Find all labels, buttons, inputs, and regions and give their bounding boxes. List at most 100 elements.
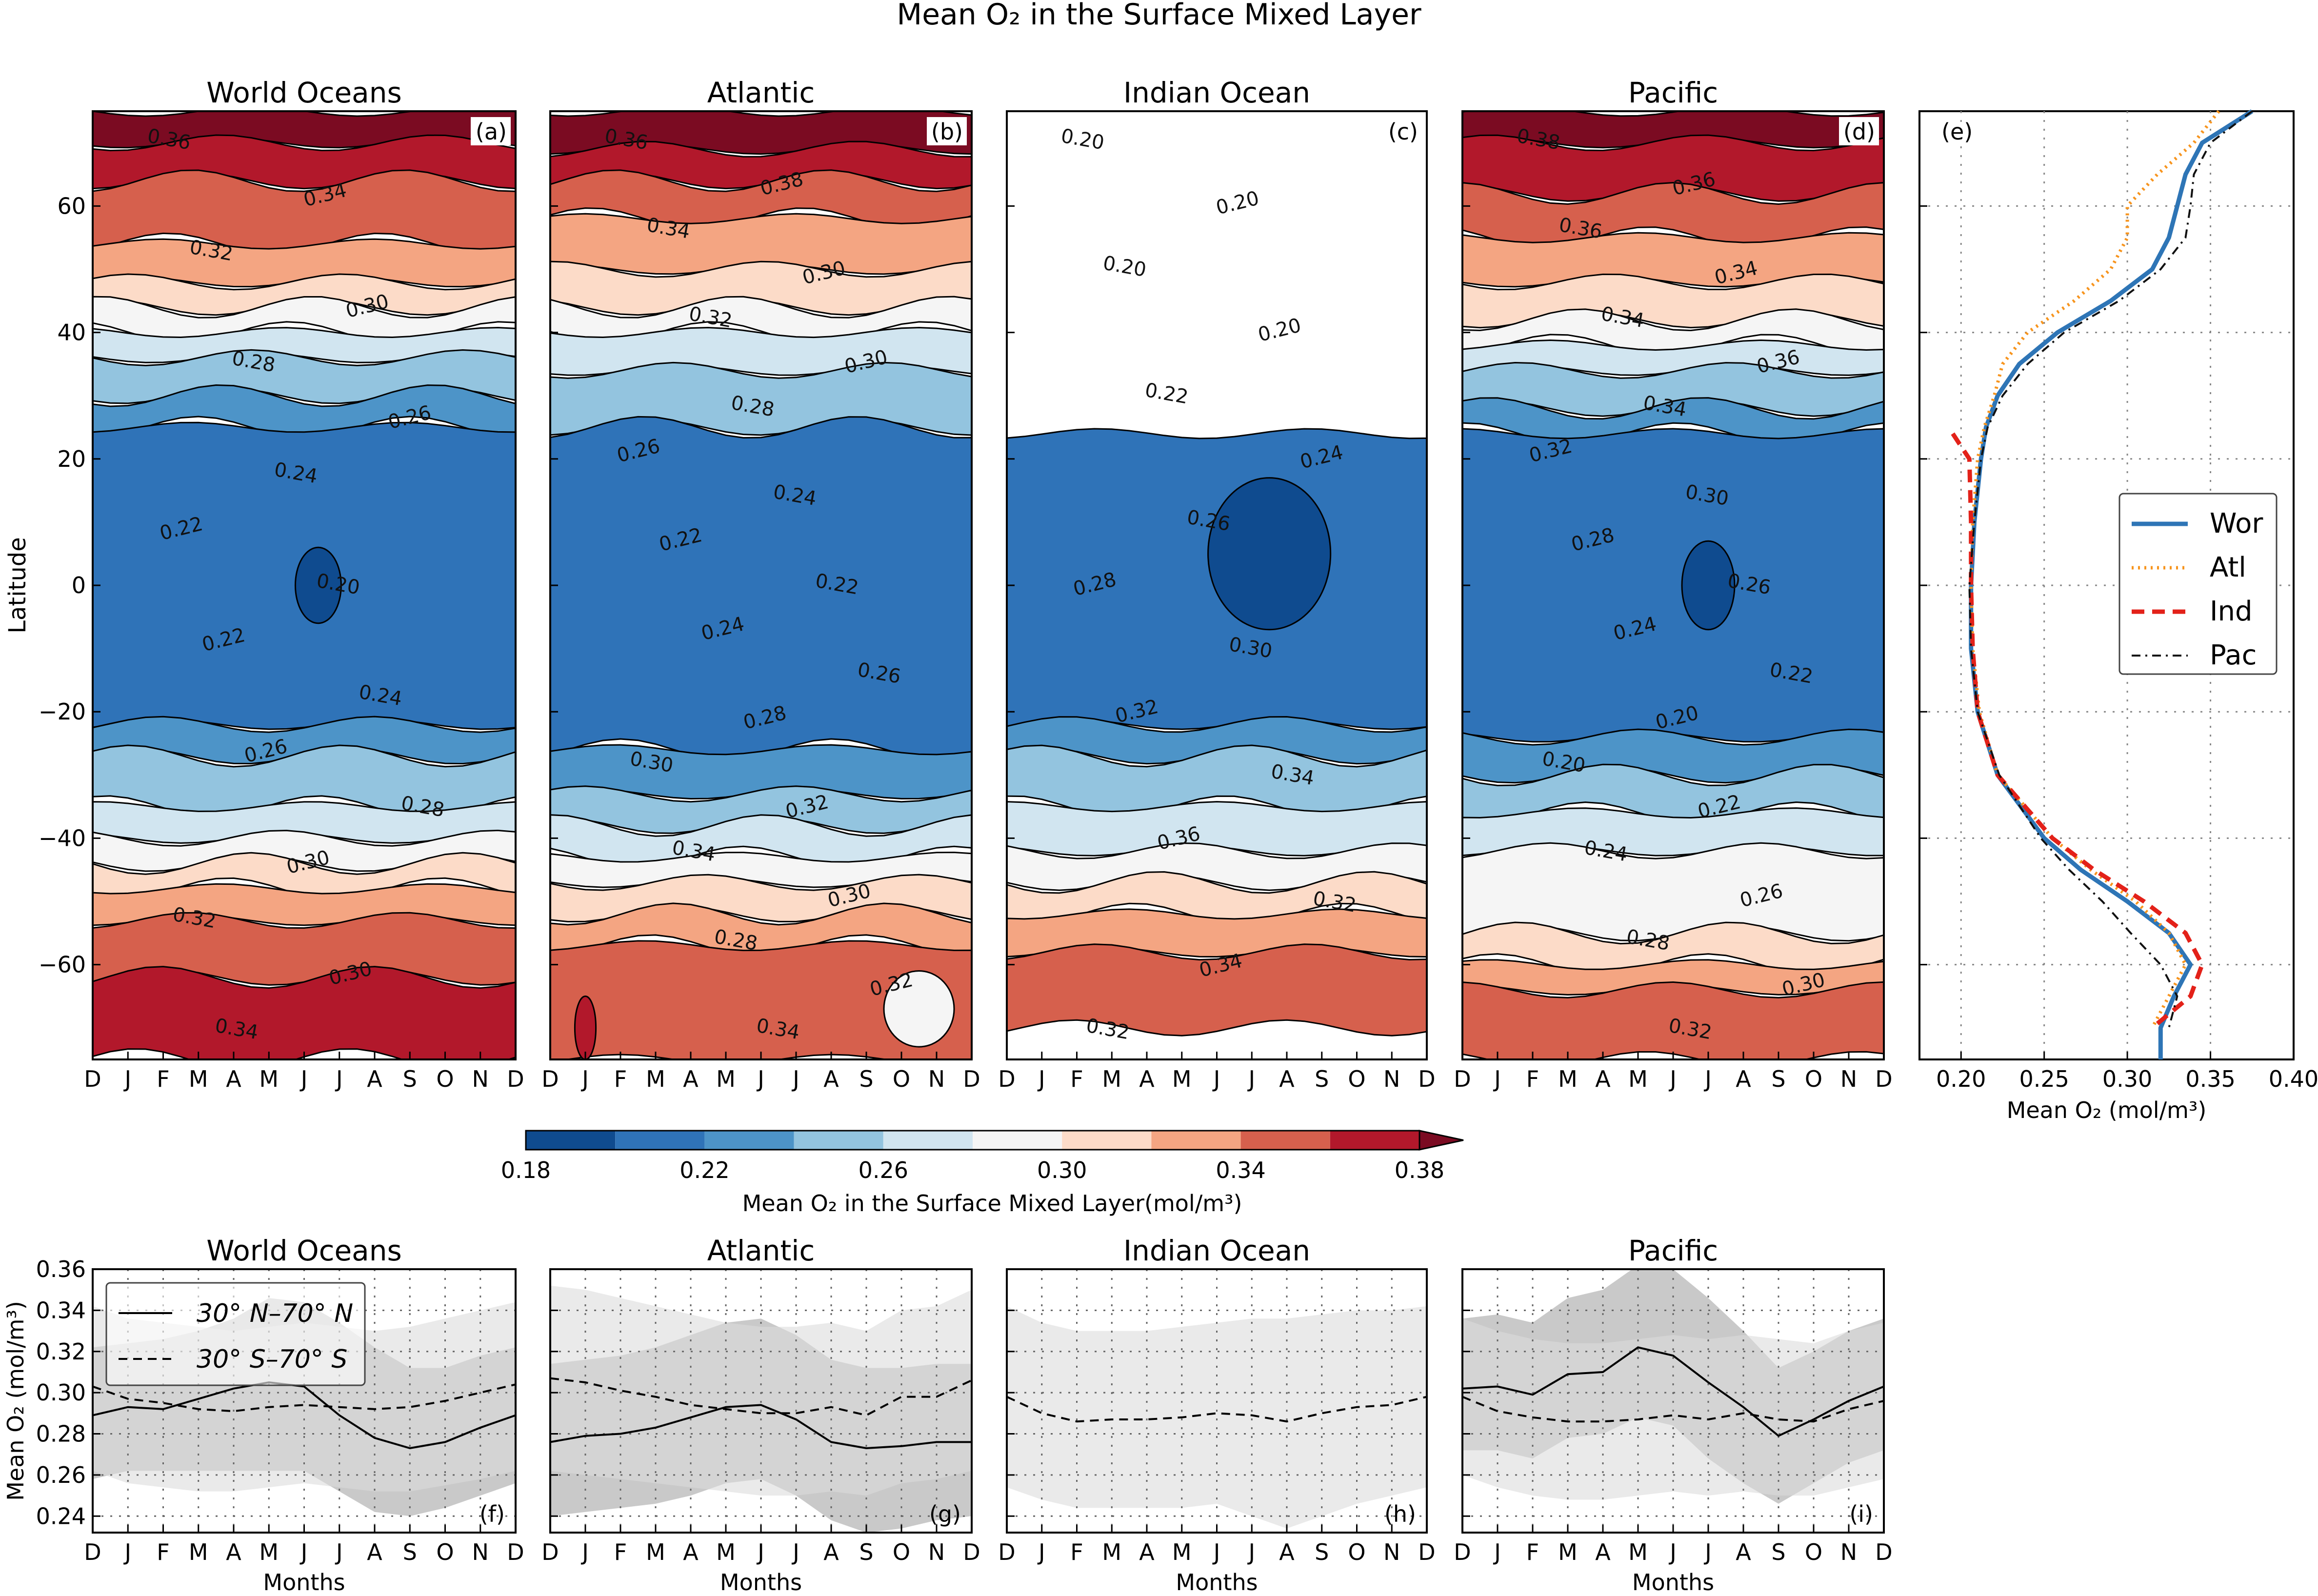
- x-tick-label: D: [84, 1066, 101, 1092]
- x-tick-label: M: [189, 1066, 208, 1092]
- contour-band: [1007, 716, 1427, 765]
- x-tick-label: J: [756, 1066, 764, 1092]
- x-tick-label: A: [1736, 1066, 1751, 1092]
- x-tick-label: J: [123, 1066, 131, 1092]
- ts-panel-ts-f: World Oceans(f)D J F M A M J J A S O N DMonths0.240.…: [2, 1234, 524, 1596]
- contour-band: [93, 238, 516, 288]
- x-tick-label: 0.40: [2269, 1066, 2318, 1092]
- x-tick-label: M: [1558, 1066, 1578, 1092]
- x-tick-label: 0.35: [2185, 1066, 2235, 1092]
- x-tick-label: A: [1595, 1066, 1611, 1092]
- x-tick-label: J: [1493, 1066, 1501, 1092]
- map-panel-map-b: 0.360.380.340.300.320.300.280.260.240.22…: [541, 76, 980, 1092]
- contour-band: [1462, 111, 1884, 149]
- colorbar-tick-label: 0.18: [501, 1157, 551, 1183]
- series-30s-70s: [1462, 1396, 1884, 1423]
- colorbar-segment: [1151, 1131, 1241, 1150]
- x-tick-label: A: [226, 1066, 241, 1092]
- x-tick-label: O: [1805, 1539, 1822, 1565]
- x-tick-label: M: [1558, 1539, 1578, 1565]
- legend-box: [2118, 493, 2278, 675]
- x-tick-label: J: [1703, 1539, 1712, 1565]
- series-30n-70n: [550, 1404, 972, 1450]
- y-tick-label: 0.34: [36, 1297, 86, 1323]
- colorbar-tick-label: 0.34: [1216, 1157, 1265, 1183]
- time-series-panels: World Oceans(f)D J F M A M J J A S O N DMonths0.240.…: [2, 1234, 1893, 1596]
- colorbar-segment: [883, 1131, 973, 1150]
- x-tick-label: J: [1037, 1066, 1045, 1092]
- y-tick-label: 0.32: [36, 1338, 86, 1365]
- colorbar-segment: [526, 1131, 616, 1150]
- x-tick-label: N: [928, 1539, 945, 1565]
- x-tick-label: N: [1383, 1066, 1400, 1092]
- contour-blob: [294, 546, 342, 624]
- x-tick-label: J: [1668, 1539, 1677, 1565]
- panel-label-bg: [1839, 117, 1879, 145]
- contour-band: [1462, 361, 1884, 417]
- contour-band: [93, 966, 516, 1059]
- contour-blob: [1207, 477, 1332, 631]
- contour-band: [1462, 428, 1884, 743]
- colorbar-segment: [794, 1131, 883, 1150]
- contour-blob: [574, 995, 597, 1059]
- x-tick-label: D: [1875, 1539, 1892, 1565]
- contour-band: [1462, 959, 1884, 996]
- contour-blob: [883, 970, 955, 1048]
- series-30s-70s: [1007, 1396, 1427, 1423]
- x-tick-label: D: [963, 1539, 980, 1565]
- x-tick-label: M: [1172, 1539, 1192, 1565]
- x-tick-label: S: [1315, 1066, 1329, 1092]
- x-tick-label: J: [300, 1539, 308, 1565]
- x-tick-label: J: [580, 1539, 589, 1565]
- map-panel-map-d: 0.380.360.360.340.340.360.340.320.300.28…: [1454, 76, 1892, 1092]
- x-tick-label: J: [1668, 1066, 1677, 1092]
- contour-band: [93, 273, 516, 316]
- x-tick-label: M: [646, 1539, 665, 1565]
- x-tick-label: S: [403, 1539, 417, 1565]
- contour-band: [550, 213, 972, 275]
- colorbar-segment: [704, 1131, 794, 1150]
- y-tick-label: 0.36: [36, 1256, 86, 1282]
- x-tick-label: A: [1139, 1539, 1155, 1565]
- x-tick-label: A: [683, 1539, 699, 1565]
- figure-title: Mean O₂ in the Surface Mixed Layer: [897, 0, 1421, 32]
- contour-band: [1462, 339, 1884, 376]
- x-tick-label: A: [1139, 1066, 1155, 1092]
- contour-band: [1462, 134, 1884, 202]
- x-tick-label: J: [756, 1539, 764, 1565]
- x-tick-label: M: [259, 1539, 279, 1565]
- panel-label: (c): [1388, 119, 1418, 145]
- panel-title: Indian Ocean: [1123, 1234, 1310, 1267]
- x-tick-label: F: [1526, 1066, 1539, 1092]
- x-tick-label: A: [683, 1066, 699, 1092]
- x-tick-label: J: [300, 1066, 308, 1092]
- contour-map-panels: 0.360.340.320.300.280.260.240.220.200.22…: [4, 76, 1893, 1092]
- colorbar-tick-label: 0.26: [859, 1157, 908, 1183]
- contour-band: [1462, 763, 1884, 825]
- x-tick-label: 0.20: [1936, 1066, 1986, 1092]
- y-tick-label: 0.24: [36, 1503, 86, 1529]
- x-tick-label: S: [859, 1066, 873, 1092]
- x-tick-label: O: [893, 1066, 910, 1092]
- panel-title: Indian Ocean: [1123, 76, 1310, 109]
- x-tick-label: J: [123, 1539, 131, 1565]
- x-tick-label: O: [1348, 1539, 1365, 1565]
- x-tick-label: F: [1070, 1066, 1083, 1092]
- x-tick-label: A: [1279, 1539, 1295, 1565]
- panel-label-bg: [471, 117, 511, 145]
- x-tick-label: D: [1875, 1066, 1892, 1092]
- legend-entry: Ind: [2210, 596, 2253, 627]
- contour-band: [93, 852, 516, 900]
- x-axis-label: Months: [720, 1569, 802, 1596]
- x-tick-label: J: [1212, 1066, 1220, 1092]
- x-tick-label: J: [1212, 1539, 1220, 1565]
- map-panel-map-c: 0.200.200.200.200.220.240.260.280.300.32…: [998, 76, 1435, 1092]
- y-tick-label: −40: [39, 825, 86, 851]
- x-tick-label: M: [716, 1539, 736, 1565]
- colorbar-label: Mean O₂ in the Surface Mixed Layer(mol/m…: [742, 1190, 1242, 1217]
- panel-label: (g): [929, 1501, 961, 1527]
- x-tick-label: O: [893, 1539, 910, 1565]
- x-tick-label: S: [859, 1539, 873, 1565]
- panel-title: Pacific: [1628, 1234, 1718, 1267]
